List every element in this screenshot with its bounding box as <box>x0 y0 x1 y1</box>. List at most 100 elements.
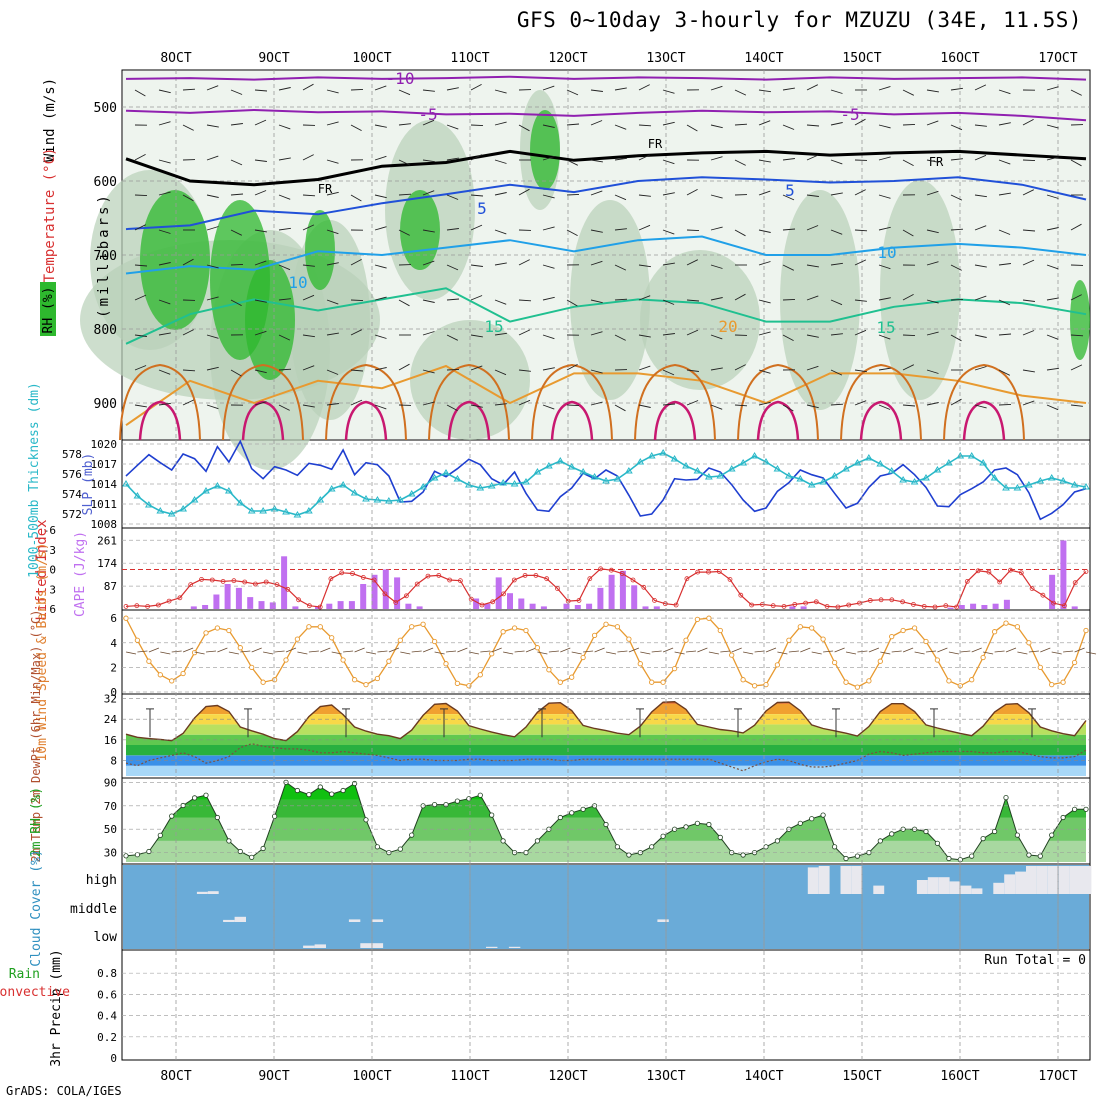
wind-barb-10m <box>274 650 285 653</box>
wind-barb <box>206 334 219 339</box>
wind-speed-point <box>466 683 472 689</box>
wind-barb-10m <box>217 647 228 653</box>
rh-point <box>660 833 666 839</box>
cape-bar <box>642 606 649 609</box>
wind-speed-point <box>431 638 438 645</box>
rh-point <box>134 852 140 858</box>
wind-barb <box>254 260 267 266</box>
pressure-tick-label: 800 <box>94 323 117 338</box>
wind-barb <box>998 122 1011 126</box>
wind-speed-point <box>363 681 369 688</box>
wind-barb <box>974 84 987 91</box>
wind-speed-point <box>660 679 666 685</box>
rh-tick-label: 70 <box>104 800 117 813</box>
cloud-bar-low <box>360 943 372 948</box>
wind-barb <box>182 369 196 372</box>
wind-barb <box>206 124 219 128</box>
wind-barb <box>134 404 147 408</box>
wind-barb <box>638 404 651 408</box>
wind-barb <box>590 369 603 374</box>
wind-barb <box>158 369 171 375</box>
lifted-index-point <box>576 598 582 603</box>
wind-barb-10m <box>560 647 571 653</box>
wind-barb <box>398 229 410 236</box>
lifted-index-point <box>393 600 399 605</box>
wind-barb <box>710 226 723 231</box>
isotherm-25-arch <box>634 363 716 441</box>
rh-point <box>226 838 232 844</box>
thickness-point <box>476 484 485 491</box>
wind-barb <box>542 296 555 301</box>
wind-barb-10m <box>971 647 982 653</box>
wind-barb <box>1046 86 1059 91</box>
wind-barb-10m <box>891 650 902 653</box>
precip-legend-convective: Convective <box>0 985 70 1000</box>
wind-barb <box>254 89 268 92</box>
wind-barb <box>542 226 555 231</box>
wind-barb <box>1022 229 1036 232</box>
wind-barb <box>350 194 362 202</box>
cloud-bar-high <box>1015 871 1026 894</box>
li-tick-label: 0 <box>49 564 56 577</box>
cape-bar <box>518 598 525 609</box>
wind-barb <box>446 334 458 341</box>
wind-speed-point <box>351 677 358 683</box>
isotherm-30-arch <box>756 400 800 441</box>
thickness-point <box>362 495 370 502</box>
cloud-bar-high <box>1036 866 1048 894</box>
temp-tick-label: 32 <box>104 693 117 706</box>
wind-barb-10m <box>1085 651 1097 655</box>
wind-speed-point <box>1060 679 1066 685</box>
wind-barb <box>518 299 532 302</box>
thickness-point <box>876 460 885 467</box>
wind-barb <box>950 264 962 271</box>
lifted-index-point <box>199 577 204 582</box>
wind-speed-point <box>980 654 986 661</box>
wind-barb <box>1022 159 1036 162</box>
wind-barb <box>158 299 171 305</box>
rh-point <box>249 854 255 860</box>
wind-barb <box>614 334 626 341</box>
isotherm-label: 10 <box>288 273 307 292</box>
isotherm-20 <box>125 364 1087 427</box>
wind-barb <box>998 333 1012 336</box>
wind-barb-10m <box>491 647 502 653</box>
wind-tick-label: 6 <box>110 612 117 625</box>
wind-barb-10m <box>960 650 971 653</box>
thickness-point <box>419 483 428 490</box>
wind-barb <box>950 158 963 161</box>
lifted-index-point <box>738 592 744 598</box>
temp-color-band <box>126 745 1086 756</box>
cloud-level-label: middle <box>70 902 117 917</box>
wind-speed-point <box>877 658 883 664</box>
wind-barb <box>734 229 746 237</box>
wind-barb <box>926 159 939 163</box>
wind-speed-point <box>134 637 141 643</box>
lifted-index-point <box>878 597 884 603</box>
isotherm-label: 10 <box>877 243 896 262</box>
temp-tick-label: 8 <box>110 755 117 768</box>
wind-barb-10m <box>354 647 365 653</box>
wind-barb <box>926 299 939 304</box>
top-date-tick: 11OCT <box>450 51 489 66</box>
lifted-index-point <box>123 604 129 609</box>
wind-barb <box>782 87 795 91</box>
wind-speed-point <box>123 615 129 621</box>
lifted-index-point <box>403 593 409 599</box>
wind-barb <box>206 366 219 371</box>
wind-barb <box>230 263 244 266</box>
thickness-point <box>796 475 805 482</box>
wind-barb-10m <box>651 650 662 653</box>
rh-tick-label: 30 <box>104 847 117 860</box>
li-panel <box>122 539 1090 610</box>
wind-barb <box>1046 156 1059 161</box>
wind-barb-10m <box>1063 650 1074 653</box>
wind-barb <box>710 334 723 340</box>
wind-speed-point <box>374 675 381 682</box>
wind-barb <box>566 159 578 166</box>
thickness-point <box>1082 483 1090 490</box>
lifted-index-point <box>641 584 647 590</box>
wind-speed-point <box>1049 681 1055 688</box>
